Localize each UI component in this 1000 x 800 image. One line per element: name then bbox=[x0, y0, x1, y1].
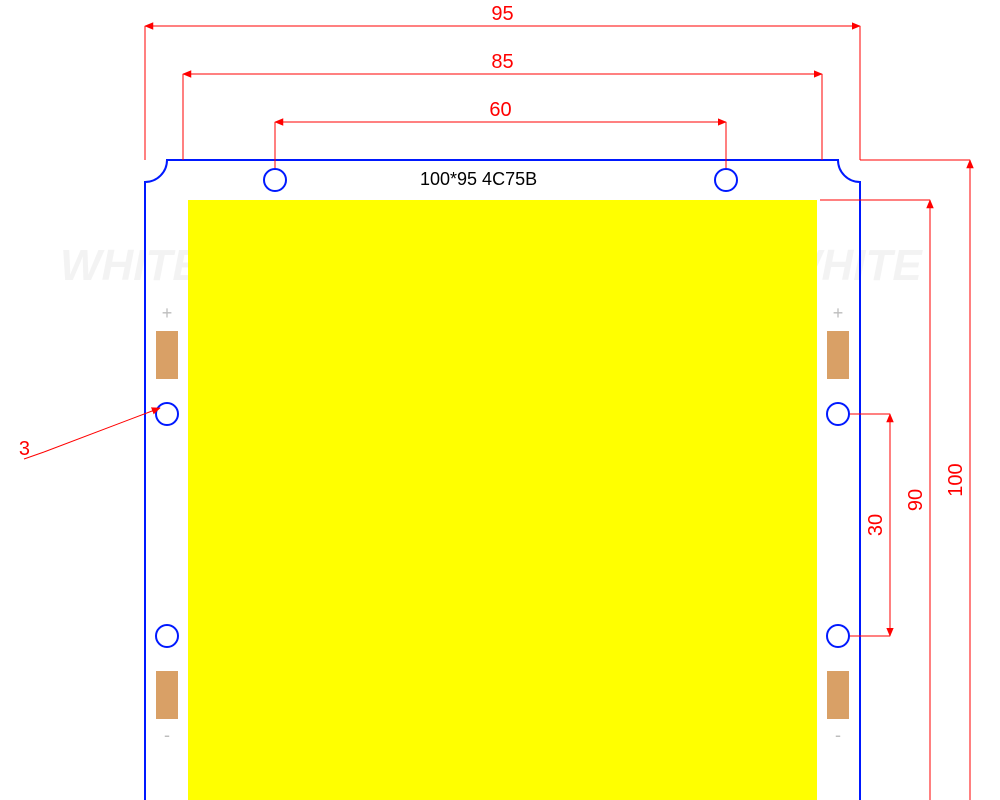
dimension-value: 100 bbox=[945, 463, 967, 496]
polarity-mark: + bbox=[833, 303, 844, 323]
emitting-area bbox=[188, 200, 817, 800]
polarity-mark: - bbox=[164, 725, 170, 745]
solder-pad bbox=[156, 331, 178, 379]
mounting-hole bbox=[715, 169, 737, 191]
mounting-hole bbox=[156, 625, 178, 647]
dimension-value: 95 bbox=[491, 3, 513, 25]
dimension-value: 60 bbox=[489, 99, 511, 121]
mounting-hole bbox=[264, 169, 286, 191]
dimension-value: 90 bbox=[905, 489, 927, 511]
leader-line bbox=[44, 408, 160, 452]
polarity-mark: + bbox=[162, 303, 173, 323]
mounting-hole bbox=[156, 403, 178, 425]
dimension-value: 3 bbox=[19, 438, 30, 460]
part-label: 100*95 4C75B bbox=[420, 169, 537, 189]
dimension-value: 85 bbox=[491, 51, 513, 73]
mounting-hole bbox=[827, 403, 849, 425]
solder-pad bbox=[156, 671, 178, 719]
dimension-value: 30 bbox=[865, 514, 887, 536]
solder-pad bbox=[827, 331, 849, 379]
polarity-mark: - bbox=[835, 725, 841, 745]
mounting-hole bbox=[827, 625, 849, 647]
solder-pad bbox=[827, 671, 849, 719]
watermark: WHITE bbox=[60, 241, 203, 290]
